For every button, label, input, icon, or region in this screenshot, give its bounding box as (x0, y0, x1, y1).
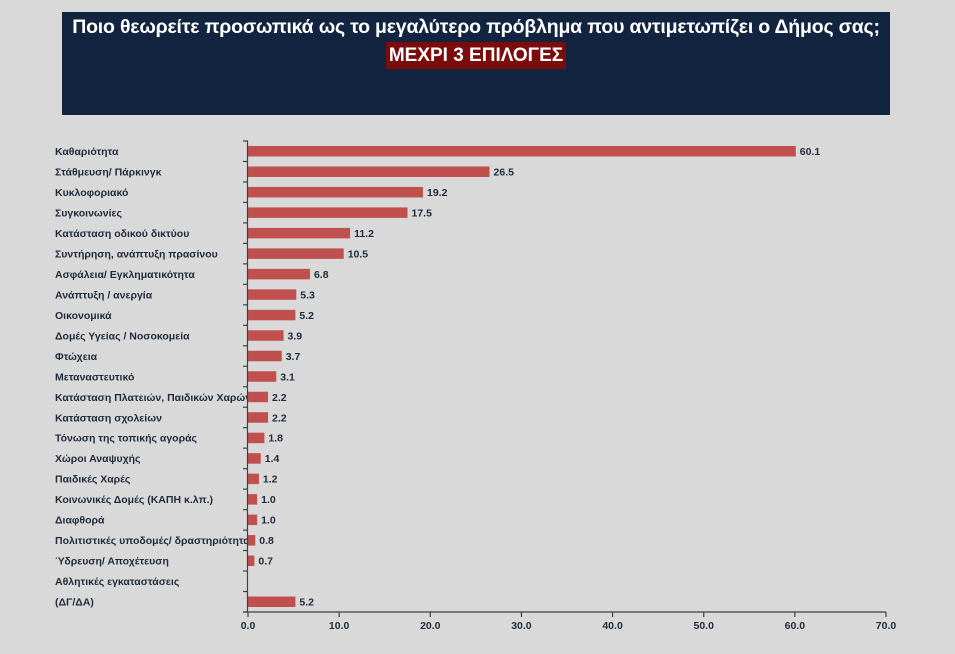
data-label: 6.8 (314, 269, 329, 281)
bar (248, 330, 284, 341)
category-label: Κατάσταση οδικού δικτύου (55, 228, 189, 240)
data-label: 26.5 (494, 167, 515, 179)
data-label: 11.2 (354, 228, 374, 240)
data-label: 10.5 (348, 248, 369, 260)
bar (248, 555, 255, 567)
bar (248, 186, 423, 198)
bar (248, 248, 344, 259)
bar (248, 227, 351, 239)
bar (248, 473, 259, 485)
bar (248, 309, 296, 321)
category-label: Πολιτιστικές υποδομές/ δραστηριότητα (55, 535, 250, 547)
x-tick-label: 70.0 (876, 620, 897, 632)
data-label: 2.2 (272, 392, 287, 404)
data-label: 1.0 (261, 494, 276, 506)
category-label: Χώροι Αναψυχής (55, 453, 141, 465)
x-tick-label: 10.0 (329, 620, 350, 632)
data-label: 5.2 (299, 310, 314, 322)
category-label: Κοινωνικές Δομές (ΚΑΠΗ κ.λπ.) (55, 494, 213, 506)
x-tick-label: 20.0 (420, 620, 441, 632)
category-label: Κατάσταση σχολείων (55, 412, 162, 424)
x-tick-label: 50.0 (693, 620, 714, 632)
category-label: Διαφθορά (55, 515, 105, 527)
category-label: Δομές Υγείας / Νοσοκομεία (55, 330, 190, 342)
x-tick-label: 0.0 (241, 620, 256, 632)
category-label: Αθλητικές εγκαταστάσεις (55, 576, 180, 588)
data-label: 3.9 (288, 330, 303, 342)
bar (248, 596, 296, 608)
data-label: 3.7 (286, 351, 301, 363)
category-label: Συντήρηση, ανάπτυξη πρασίνου (55, 248, 218, 260)
category-label: Οικονομικά (55, 310, 112, 322)
bar (248, 371, 277, 382)
data-label: 1.0 (261, 515, 276, 527)
bar (248, 391, 269, 403)
bars-group: Καθαριότητα 60.1 Στάθμευση/ Πάρκινγκ 26.5 Κυ… (55, 145, 821, 609)
x-tick-label: 60.0 (785, 620, 806, 632)
category-label: Ανάπτυξη / ανεργία (55, 289, 153, 301)
data-label: 2.2 (272, 412, 287, 424)
category-label: Μεταναστευτικό (55, 371, 134, 383)
data-label: 3.1 (280, 371, 295, 383)
bar (248, 268, 310, 280)
bar (248, 514, 258, 526)
data-label: 19.2 (427, 187, 448, 199)
category-label: Τόνωση της τοπικής αγοράς (55, 433, 198, 445)
bar (248, 412, 269, 423)
category-label: Ύδρευση/ Αποχέτευση (55, 556, 169, 568)
data-label: 1.2 (263, 474, 278, 486)
category-label: Συγκοινωνίες (55, 207, 123, 219)
category-label: Στάθμευση/ Πάρκινγκ (55, 167, 162, 179)
bar (248, 535, 256, 546)
bar (248, 289, 297, 300)
bar (248, 494, 258, 505)
category-label: (ΔΓ/ΔΑ) (55, 597, 94, 609)
data-label: 17.5 (412, 207, 433, 219)
category-label: Κυκλοφοριακό (55, 187, 128, 199)
x-tick-label: 40.0 (602, 620, 623, 632)
data-label: 0.7 (258, 556, 273, 568)
bar (248, 145, 796, 157)
data-label: 0.8 (259, 535, 274, 547)
category-label: Ασφάλεια/ Εγκληματικότητα (55, 269, 195, 281)
data-label: 60.1 (800, 146, 821, 158)
chart-header: Ποιο θεωρείτε προσωπικά ως το μεγαλύτερο… (62, 12, 890, 115)
bar (248, 453, 261, 464)
data-label: 1.4 (265, 453, 280, 465)
category-label: Παιδικές Χαρές (55, 474, 131, 486)
category-label: Φτώχεια (55, 351, 98, 363)
x-tick-label: 30.0 (511, 620, 532, 632)
bar (248, 350, 282, 362)
chart-subtitle: ΜΕΧΡΙ 3 ΕΠΙΛΟΓΕΣ (385, 42, 567, 69)
category-label: Καθαριότητα (55, 146, 119, 158)
bar (248, 166, 490, 177)
bar (248, 432, 265, 444)
category-label: Κατάσταση Πλατειών, Παιδικών Χαρών (55, 392, 251, 404)
data-label: 5.3 (300, 289, 315, 301)
axes-group: 0.0 10.0 20.0 30.0 40.0 50.0 60.0 70.0 (241, 140, 897, 632)
bar (248, 207, 408, 218)
data-label: 1.8 (268, 433, 283, 445)
chart-title: Ποιο θεωρείτε προσωπικά ως το μεγαλύτερο… (72, 16, 880, 38)
data-label: 5.2 (299, 597, 314, 609)
